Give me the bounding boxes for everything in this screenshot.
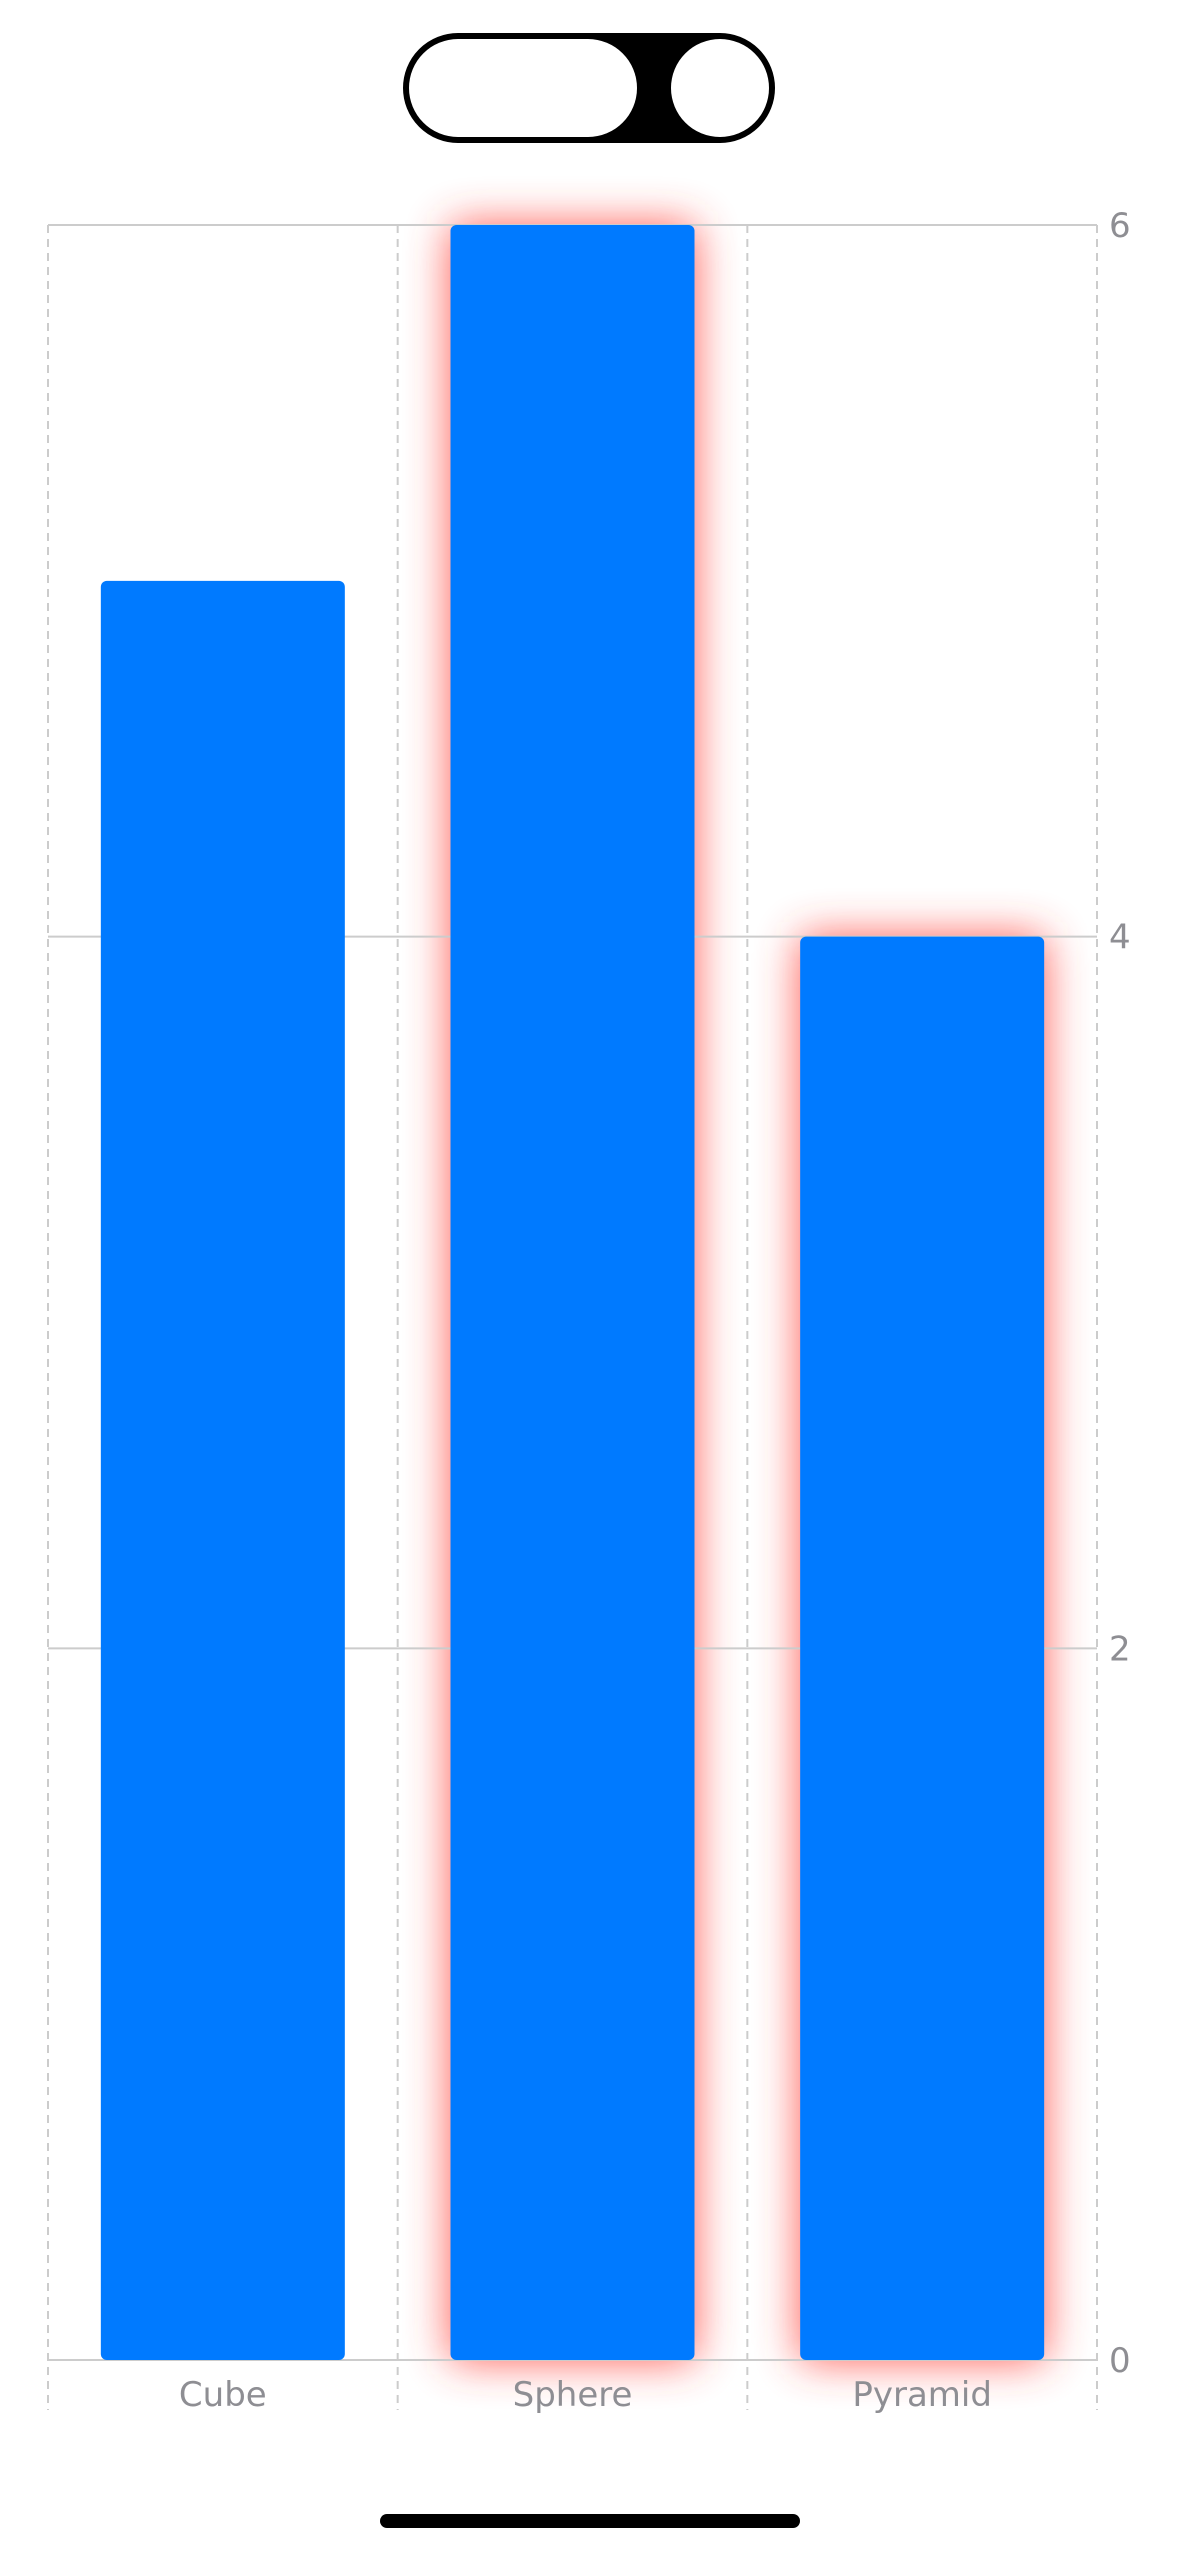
y-tick-label: 0: [1109, 2341, 1131, 2381]
x-tick-label: Cube: [179, 2375, 267, 2415]
home-indicator: [380, 2514, 800, 2528]
y-tick-label: 2: [1109, 1629, 1131, 1669]
bar: [100, 580, 345, 2361]
bar-chart: 0 2 4 6 Cube Sphere Pyramid: [47, 206, 1131, 2415]
y-tick-label: 6: [1109, 206, 1131, 246]
x-tick-label: Pyramid: [852, 2375, 992, 2415]
y-tick-label: 4: [1109, 918, 1131, 958]
bar: [800, 936, 1045, 2360]
view-toggle[interactable]: [403, 33, 775, 143]
x-tick-label: Sphere: [513, 2375, 633, 2415]
bar: [450, 225, 695, 2360]
toggle-knob[interactable]: [671, 39, 769, 137]
toggle-left-pill[interactable]: [409, 39, 637, 137]
